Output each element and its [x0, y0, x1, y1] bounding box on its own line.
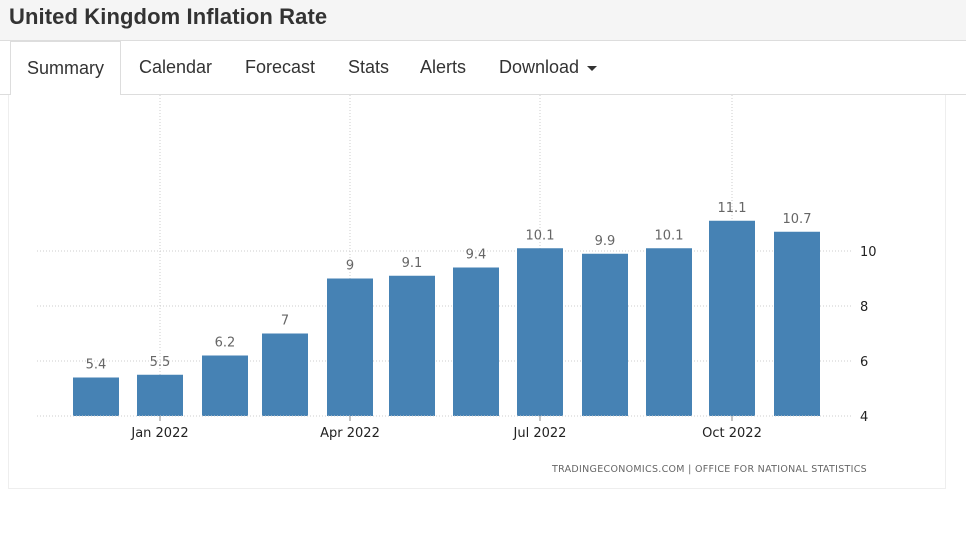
- bar: [202, 355, 248, 416]
- x-tick-label: Oct 2022: [702, 426, 762, 441]
- tab-alerts[interactable]: Alerts: [420, 41, 466, 95]
- tab-download[interactable]: Download: [499, 41, 598, 95]
- data-label: 6.2: [215, 336, 236, 351]
- bar: [646, 248, 692, 416]
- tab-download-label: Download: [499, 57, 580, 77]
- data-label: 9: [346, 259, 354, 274]
- data-label: 5.5: [150, 355, 171, 370]
- inflation-bar-chart: 4 6 8 10 5.4 5.5 6.2 7 9 9.1 9.4 10.1 9.9 10.1 11.1 10.…: [37, 95, 877, 475]
- x-tick-label: Jan 2022: [130, 426, 188, 441]
- tab-summary[interactable]: Summary: [10, 41, 122, 96]
- tab-forecast-label: Forecast: [245, 57, 316, 77]
- bar: [453, 267, 499, 416]
- bar: [327, 278, 373, 416]
- bar: [262, 333, 308, 416]
- bar: [774, 231, 820, 416]
- tab-calendar-label: Calendar: [139, 57, 213, 77]
- bar: [73, 377, 119, 416]
- x-tick-label: Jul 2022: [513, 426, 567, 441]
- tab-calendar[interactable]: Calendar: [139, 41, 212, 95]
- data-label: 9.4: [466, 248, 487, 263]
- bar: [389, 275, 435, 416]
- data-label: 7: [281, 314, 289, 329]
- bar: [582, 253, 628, 416]
- bar: [517, 248, 563, 416]
- page-title: United Kingdom Inflation Rate: [9, 4, 328, 29]
- tab-summary-label: Summary: [27, 58, 105, 78]
- data-label: 11.1: [718, 201, 747, 216]
- data-label: 10.1: [655, 228, 684, 243]
- bar: [709, 220, 755, 416]
- chevron-down-icon: [587, 65, 598, 71]
- tab-bar: Summary Calendar Forecast Stats Alerts D…: [0, 41, 966, 96]
- tab-alerts-label: Alerts: [420, 57, 467, 77]
- y-tick-label: 10: [860, 245, 877, 260]
- tab-stats-label: Stats: [348, 57, 390, 77]
- bar: [137, 374, 183, 416]
- y-tick-label: 4: [860, 410, 868, 425]
- data-label: 9.1: [402, 256, 423, 271]
- y-tick-label: 8: [860, 300, 868, 315]
- x-tick-label: Apr 2022: [320, 426, 380, 441]
- y-tick-label: 6: [860, 355, 868, 370]
- data-label: 10.7: [783, 212, 812, 227]
- title-bar: United Kingdom Inflation Rate: [0, 0, 966, 41]
- data-label: 9.9: [595, 234, 616, 249]
- chart-panel: 4 6 8 10 5.4 5.5 6.2 7 9 9.1 9.4 10.1 9.9 10.1 11.1 10.…: [8, 95, 946, 489]
- tab-stats[interactable]: Stats: [348, 41, 389, 95]
- source-attribution: TRADINGECONOMICS.COM | OFFICE FOR NATION…: [551, 464, 867, 475]
- tab-forecast[interactable]: Forecast: [245, 41, 315, 95]
- data-label: 5.4: [86, 358, 107, 373]
- data-label: 10.1: [526, 228, 555, 243]
